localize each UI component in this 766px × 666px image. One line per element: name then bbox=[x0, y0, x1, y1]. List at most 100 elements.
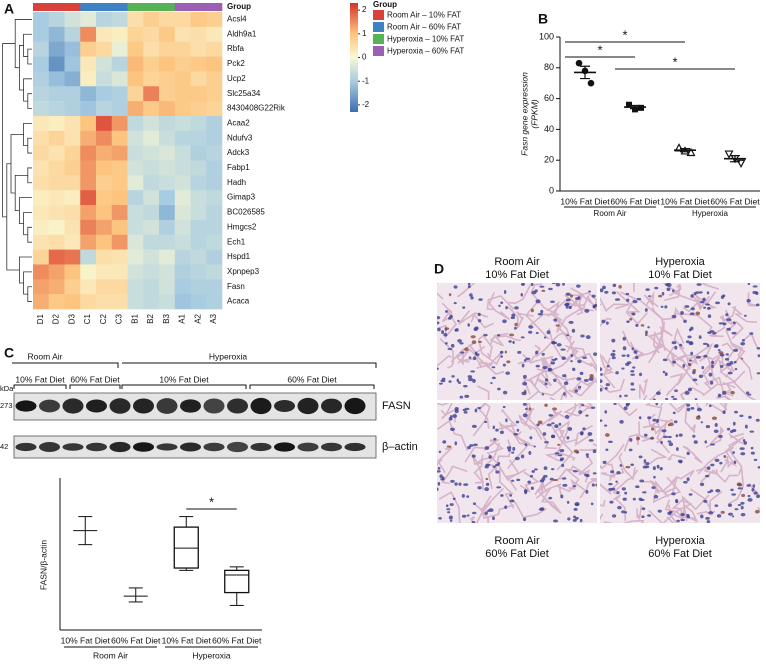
nucleus bbox=[529, 474, 534, 478]
x-tick-label: 60% Fat Diet bbox=[111, 635, 161, 645]
heatmap-cell bbox=[33, 101, 50, 117]
heatmap-cell bbox=[96, 190, 113, 206]
nucleus bbox=[451, 375, 455, 378]
nucleus bbox=[445, 504, 449, 508]
nucleus bbox=[727, 302, 731, 306]
alveolar-wall bbox=[638, 378, 649, 399]
nucleus bbox=[747, 283, 751, 286]
heatmap-cell bbox=[48, 26, 65, 42]
group-bar bbox=[143, 3, 160, 11]
heatmap-cell bbox=[33, 249, 50, 265]
nucleus bbox=[615, 371, 619, 375]
nucleus bbox=[629, 317, 633, 321]
heatmap-cell bbox=[33, 190, 50, 206]
nucleus bbox=[722, 410, 726, 414]
nucleus bbox=[707, 306, 711, 310]
nucleus bbox=[506, 360, 511, 364]
alveolar-wall bbox=[600, 296, 629, 313]
alveolar-wall bbox=[535, 483, 563, 499]
alveolar-wall bbox=[702, 370, 737, 397]
dendrogram bbox=[2, 19, 32, 302]
nucleus bbox=[625, 403, 631, 406]
alveolar-wall bbox=[728, 432, 747, 446]
heatmap-cell bbox=[206, 279, 223, 295]
nucleus bbox=[654, 286, 659, 290]
blot-band bbox=[274, 442, 295, 452]
nucleus bbox=[497, 461, 501, 465]
nucleus bbox=[565, 414, 570, 419]
nucleus bbox=[632, 366, 636, 369]
alveolar-wall bbox=[660, 306, 686, 330]
error-bar bbox=[680, 148, 690, 153]
nucleus bbox=[441, 377, 446, 381]
nucleus bbox=[683, 319, 687, 323]
nucleus bbox=[530, 486, 535, 490]
nucleus bbox=[541, 352, 545, 356]
nucleus bbox=[471, 340, 477, 344]
nucleus bbox=[711, 360, 714, 365]
nucleus bbox=[600, 373, 603, 376]
nucleus bbox=[712, 332, 717, 335]
heatmap-cell bbox=[111, 101, 128, 117]
heatmap-cell bbox=[190, 115, 207, 132]
heatmap-cell bbox=[111, 190, 128, 206]
heatmap-cell bbox=[174, 115, 191, 132]
nucleus bbox=[590, 406, 596, 409]
heatmap-cell bbox=[127, 219, 144, 236]
blot-band bbox=[297, 397, 319, 415]
heatmap-cell bbox=[127, 56, 144, 72]
alveolar-wall bbox=[638, 421, 652, 442]
heatmap-cell bbox=[159, 219, 176, 236]
nucleus bbox=[562, 374, 567, 378]
nucleus bbox=[626, 298, 630, 302]
heatmap-cell bbox=[64, 234, 81, 250]
alveolar-wall bbox=[552, 403, 577, 420]
nucleus bbox=[734, 368, 738, 371]
nucleus bbox=[639, 372, 643, 377]
nucleus bbox=[728, 512, 733, 516]
alveolar-wall bbox=[579, 443, 597, 451]
nucleus bbox=[470, 370, 476, 373]
heatmap-cell bbox=[143, 190, 160, 206]
alveolar-wall bbox=[437, 309, 458, 340]
heatmap-cell bbox=[33, 71, 50, 87]
nucleus bbox=[630, 370, 635, 373]
nucleus bbox=[448, 380, 452, 383]
blot-band bbox=[321, 398, 342, 414]
nucleus bbox=[628, 448, 633, 452]
heatmap-cell bbox=[159, 101, 176, 117]
heatmap-cell bbox=[206, 26, 223, 42]
nucleus bbox=[502, 390, 508, 395]
alveolar-wall bbox=[576, 293, 595, 316]
nucleus bbox=[753, 491, 758, 495]
blot-diet-line bbox=[121, 384, 247, 389]
blot-group-label: Hyperoxia bbox=[209, 351, 248, 361]
nucleus bbox=[747, 393, 752, 396]
alveolar-wall bbox=[457, 309, 495, 329]
nucleus bbox=[606, 364, 610, 368]
heatmap-cell bbox=[127, 71, 144, 87]
nucleus bbox=[528, 325, 534, 329]
nucleus bbox=[727, 503, 732, 507]
nucleus bbox=[553, 378, 557, 383]
heatmap-cell bbox=[48, 145, 65, 161]
heatmap-cell bbox=[174, 26, 191, 42]
heatmap-cell bbox=[206, 130, 223, 146]
nucleus bbox=[484, 487, 490, 492]
nucleus bbox=[460, 351, 465, 354]
nucleus bbox=[668, 442, 674, 447]
heatmap-cell bbox=[64, 56, 81, 72]
nucleus bbox=[678, 433, 683, 437]
nucleus bbox=[527, 480, 532, 484]
nucleus bbox=[520, 454, 525, 459]
heatmap-cell bbox=[190, 264, 207, 280]
nucleus bbox=[612, 514, 617, 518]
alveolar-wall bbox=[670, 469, 695, 484]
blot-band bbox=[180, 399, 201, 413]
nucleus bbox=[698, 374, 704, 378]
nucleus bbox=[674, 389, 678, 393]
row-label: Xpnpep3 bbox=[227, 267, 260, 276]
nucleus bbox=[570, 353, 574, 357]
nucleus bbox=[520, 283, 525, 286]
blot-band bbox=[133, 442, 154, 452]
